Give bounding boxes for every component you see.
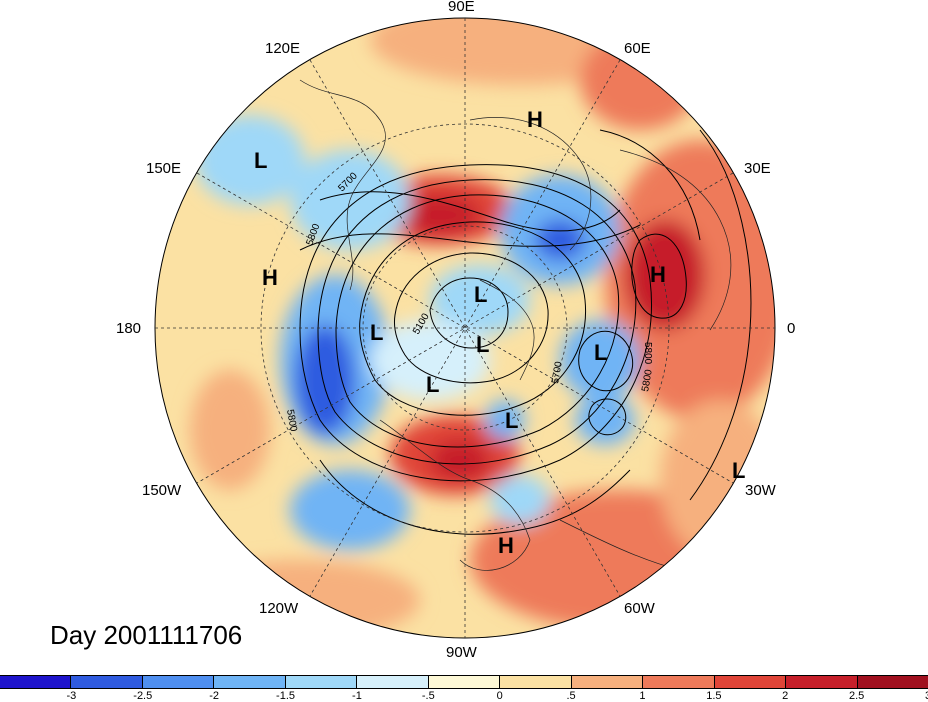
colorbar-swatch [500,676,572,688]
lon-label-150e: 150E [146,160,182,177]
colorbar-tick-label: 0 [496,690,503,702]
lon-label-0: 0 [787,320,796,337]
pressure-center-low: L [732,458,745,483]
lon-label-150w: 150W [142,482,182,499]
pressure-center-low: L [426,372,439,397]
colorbar-tick-label: -3 [66,690,77,702]
pressure-center-high: H [498,533,514,558]
lon-label-90w: 90W [446,644,477,661]
lon-label-90e: 90E [448,0,475,15]
polar-stereographic-map: 5700 5800 5100 5700 5800 5800 5800 H L H… [154,17,776,639]
colorbar-tick-label: 1 [639,690,646,702]
colorbar-tick-label: -2 [209,690,220,702]
colorbar-swatch [786,676,858,688]
lon-label-30e: 30E [744,160,771,177]
colorbar-tick-label: -2.5 [133,690,153,702]
colorbar-tick-label: 2 [782,690,789,702]
pressure-center-low: L [254,148,267,173]
colorbar-swatch [285,676,358,688]
colorbar-tick-label: -.5 [421,690,435,702]
graticule [155,18,775,638]
pressure-center-low: L [594,340,607,365]
pressure-center-high: H [262,265,278,290]
contour-label: 5700 [550,360,565,384]
colorbar-tick-label: 2.5 [848,690,865,702]
pressure-center-low: L [474,282,487,307]
colorbar-swatches [0,675,928,689]
colorbar-tick-label: 1.5 [706,690,722,702]
contour-label: 5800 [284,409,299,433]
pressure-centers: H L H H L L L L L L L H [254,107,745,558]
colorbar-swatch [428,676,501,688]
colorbar-swatch [71,676,143,688]
colorbar-tick-label: -1 [352,690,362,702]
colorbar-tick-label: -1.5 [276,690,296,702]
height-contours [299,129,752,535]
colorbar-tick-label: .5 [566,690,576,702]
lon-label-120w: 120W [259,600,299,617]
colorbar-swatch [0,676,72,688]
colorbar-swatch [142,676,215,688]
colorbar-swatch [714,676,787,688]
lon-label-120e: 120E [265,40,301,57]
colorbar-swatch [214,676,286,688]
pressure-center-low: L [370,320,383,345]
colorbar-swatch [357,676,429,688]
day-title: Day 2001111706 [50,620,243,650]
lon-label-180: 180 [116,320,142,337]
colorbar-swatch [571,676,644,688]
colorbar: -3 -2.5 -2 -1.5 -1 -.5 0 .5 1 1.5 2 2.5 3 [0,675,928,702]
pressure-center-low: L [476,332,489,357]
pressure-center-low: L [505,408,518,433]
pressure-center-high: H [650,262,666,287]
lon-label-60w: 60W [624,600,655,617]
lon-label-60e: 60E [624,40,651,57]
colorbar-swatch [643,676,715,688]
colorbar-swatch [857,676,928,688]
pressure-center-high: H [527,107,543,132]
contour-label: 5800 [642,342,653,365]
colorbar-tick-label: 3 [925,690,928,702]
lon-label-30w: 30W [745,482,776,499]
contour-label: 5800 [640,368,655,392]
